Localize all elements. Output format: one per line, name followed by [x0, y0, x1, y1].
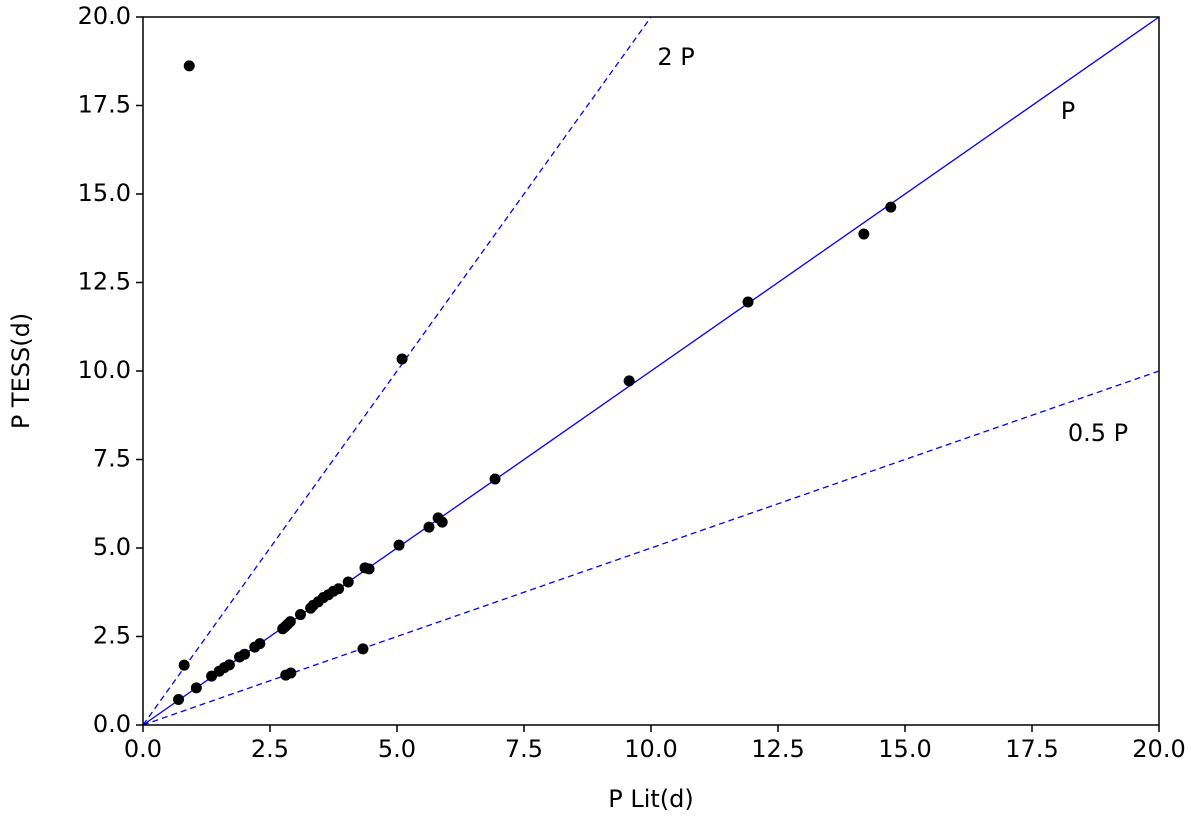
- data-point: [342, 576, 354, 588]
- y-tick-label: 17.5: [78, 91, 131, 119]
- data-point: [183, 60, 195, 72]
- data-point: [178, 659, 190, 671]
- data-point: [234, 651, 246, 663]
- y-tick-label: 2.5: [93, 622, 131, 650]
- y-tick-label: 0.0: [93, 710, 131, 738]
- data-point: [359, 562, 371, 574]
- reference-line: [142, 16, 652, 726]
- data-point: [305, 602, 317, 614]
- data-point: [173, 694, 185, 706]
- data-point: [190, 682, 202, 694]
- data-point: [294, 609, 306, 621]
- y-tick-label: 10.0: [78, 356, 131, 384]
- y-tick-label: 20.0: [78, 2, 131, 30]
- y-tick-label: 15.0: [78, 179, 131, 207]
- x-tick-label: 0.0: [124, 735, 162, 763]
- x-tick-label: 7.5: [505, 735, 543, 763]
- x-tick-label: 15.0: [878, 735, 931, 763]
- data-point: [206, 670, 218, 682]
- data-point: [357, 643, 369, 655]
- data-point: [432, 512, 444, 524]
- data-point: [277, 623, 289, 635]
- reference-line-label: 0.5 P: [1068, 419, 1128, 447]
- reference-line-label: P: [1061, 97, 1075, 125]
- data-point: [742, 296, 754, 308]
- y-tick-label: 12.5: [78, 268, 131, 296]
- x-tick-label: 10.0: [624, 735, 677, 763]
- x-tick-label: 20.0: [1132, 735, 1185, 763]
- reference-line: [142, 16, 1160, 726]
- x-tick-label: 17.5: [1005, 735, 1058, 763]
- data-point: [885, 201, 897, 213]
- x-tick-label: 5.0: [378, 735, 416, 763]
- data-point: [396, 353, 408, 365]
- y-tick-label: 5.0: [93, 533, 131, 561]
- y-tick-label: 7.5: [93, 445, 131, 473]
- y-axis-label: P TESS(d): [7, 313, 35, 429]
- data-point: [489, 473, 501, 485]
- data-point: [623, 375, 635, 387]
- data-point: [393, 539, 405, 551]
- data-point: [858, 228, 870, 240]
- x-axis-label: P Lit(d): [608, 785, 694, 813]
- data-point: [280, 669, 292, 681]
- x-tick-label: 2.5: [251, 735, 289, 763]
- data-point: [249, 641, 261, 653]
- data-point: [423, 521, 435, 533]
- x-tick-label: 12.5: [751, 735, 804, 763]
- plot-frame: [142, 16, 1160, 726]
- reference-line-label: 2 P: [657, 43, 694, 71]
